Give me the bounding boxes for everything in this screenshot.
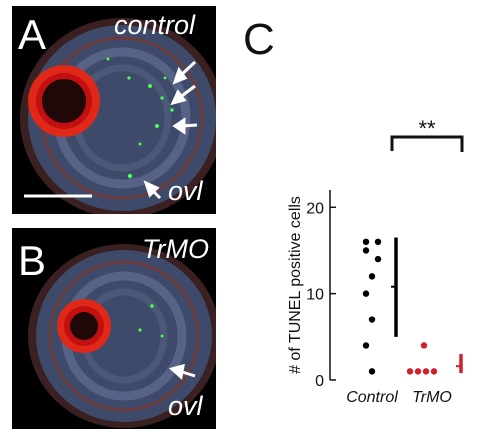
panel-a-micrograph: A control ovl: [12, 6, 216, 214]
data-point: [362, 238, 370, 246]
x-category-label: Control: [346, 389, 398, 406]
trmo-eye-image: [28, 244, 216, 428]
data-point: [362, 290, 370, 297]
data-point: [362, 247, 370, 254]
significance-bracket: **: [390, 120, 464, 152]
panel-a-sublabel: ovl: [168, 176, 203, 206]
panel-b-micrograph: B TrMO ovl: [12, 228, 216, 429]
data-point: [362, 342, 370, 349]
y-tick-label: 10: [306, 287, 324, 304]
panel-b-letter: B: [18, 237, 47, 284]
data-point: [368, 273, 376, 280]
panel-b-label: TrMO: [142, 234, 209, 264]
y-tick-label: 0: [315, 373, 324, 390]
panel-a-letter: A: [18, 11, 47, 58]
data-point: [414, 368, 422, 375]
arrows: [143, 60, 198, 200]
data-point: [368, 368, 376, 375]
data-point: [374, 255, 382, 263]
data-point: [420, 342, 428, 349]
data-point: [406, 368, 414, 375]
y-tick-label: 20: [306, 200, 324, 217]
data-point: [374, 238, 382, 246]
x-category-label: TrMO: [412, 389, 452, 406]
data-point: [422, 368, 430, 375]
panel-c-letter: C: [243, 15, 275, 64]
data-point: [368, 316, 376, 323]
control-eye-image: [20, 18, 216, 214]
panel-b-sublabel: ovl: [168, 391, 203, 421]
arrow: [168, 363, 196, 380]
y-axis-label: # of TUNEL positive cells: [287, 196, 304, 374]
data-point: [430, 368, 438, 375]
tunel-scatter-chart: ** 0 10 20 Control TrMO # of TUNEL positive…: [287, 120, 464, 406]
panel-a-label: control: [114, 10, 196, 40]
significance-label: **: [418, 120, 436, 141]
